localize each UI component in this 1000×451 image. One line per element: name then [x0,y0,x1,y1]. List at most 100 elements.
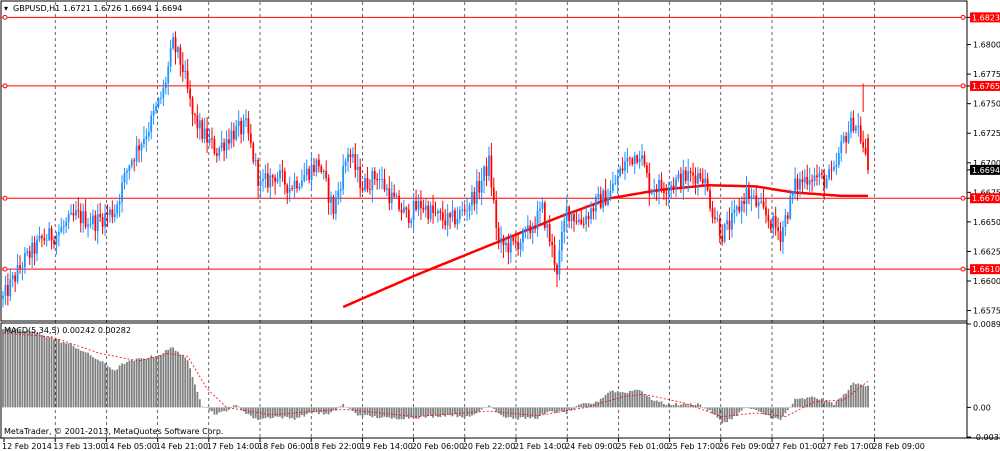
candle-body [172,37,174,49]
macd-bar [28,331,31,408]
level-handle-left [2,14,8,20]
macd-bar [597,401,600,408]
candle-body [451,210,454,218]
macd-bar [563,407,566,413]
macd-bar [89,355,92,408]
candle-body [109,209,111,215]
macd-bar [420,407,422,417]
macd-bar [694,404,697,408]
candle-body [774,215,777,228]
candle-body [580,219,583,224]
macd-bar [172,347,174,408]
macd-bar [762,407,765,415]
signal-path [2,332,869,418]
candle-body [628,157,631,159]
macd-bar [808,397,811,408]
macd-bar [658,401,660,408]
candle-body [495,200,498,228]
candle-body [271,175,274,178]
macd-bar [628,390,631,408]
candle-body [662,188,665,194]
candle-body [706,178,709,191]
macd-bar [837,398,840,408]
price-candles [2,31,869,308]
candle-body [648,173,651,194]
candle-body [475,181,478,204]
macd-bar [257,407,260,420]
candle-body [55,235,58,245]
macd-bar [407,407,410,419]
candle-body [2,295,4,299]
candle-body [310,164,313,180]
candle-body [816,175,818,178]
macd-bar [835,401,838,408]
macd-bar [16,328,19,408]
macd-bar [155,357,157,408]
macd-bar [123,363,126,408]
candle-body [432,205,434,213]
candle-body [342,165,345,190]
candle-body [745,188,748,204]
candle-body [825,178,828,188]
macd-bar [755,407,758,411]
macd-bar [478,407,481,412]
candle-body [235,126,238,140]
candle-body [116,204,119,214]
candle-body [135,145,138,162]
candle-body [296,180,298,189]
candle-body [857,125,860,127]
macd-bar [541,407,544,415]
macd-bar [128,360,131,408]
price-tick-label: 1.6700 [973,159,1000,168]
macd-bar [342,404,345,408]
candle-body [407,209,410,223]
macd-bar [388,407,391,418]
macd-bar [492,407,495,410]
candle-body [184,70,187,73]
macd-bar [704,407,707,409]
macd-tick-label: -0.00319 [973,433,1000,442]
time-tick-label: 20 Feb 22:00 [463,442,515,451]
candle-body [670,185,673,190]
candle-body [364,177,366,191]
candle-body [40,236,43,238]
bid-price-label-bg [970,164,1000,175]
candle-body [641,155,643,159]
candle-body [228,139,230,144]
macd-bar [254,407,257,419]
candle-body [230,130,233,144]
candle-body [565,206,568,221]
candle-body [582,223,585,225]
macd-bar [286,407,289,417]
candle-body [138,145,140,151]
candle-body [604,190,607,205]
macd-bar [825,399,828,408]
macd-bar [684,403,687,408]
macd-bar [441,407,444,416]
macd-bar [36,332,38,408]
horizontal-level-lines[interactable] [1,14,967,272]
macd-bar [213,407,216,415]
macd-bar [220,407,223,412]
candle-body [553,245,556,265]
candle-body [833,166,835,170]
candle-body [743,200,745,204]
macd-bar [852,382,855,408]
symbol-dropdown-arrow-icon[interactable]: ▾ [4,4,8,13]
macd-bar [728,407,731,420]
macd-bar [164,350,167,408]
candle-body [852,117,855,131]
candle-body [721,235,724,242]
macd-bar [70,344,72,408]
candle-body [128,165,131,172]
macd-bar [687,405,690,408]
candle-body [99,214,102,218]
candle-body [206,128,209,143]
candle-body [361,187,364,191]
candle-body [264,173,267,179]
macd-bar [660,401,663,408]
macd-bar [313,407,315,413]
level-handle-right [960,83,966,89]
candle-body [395,195,398,197]
macd-bar [471,407,473,416]
